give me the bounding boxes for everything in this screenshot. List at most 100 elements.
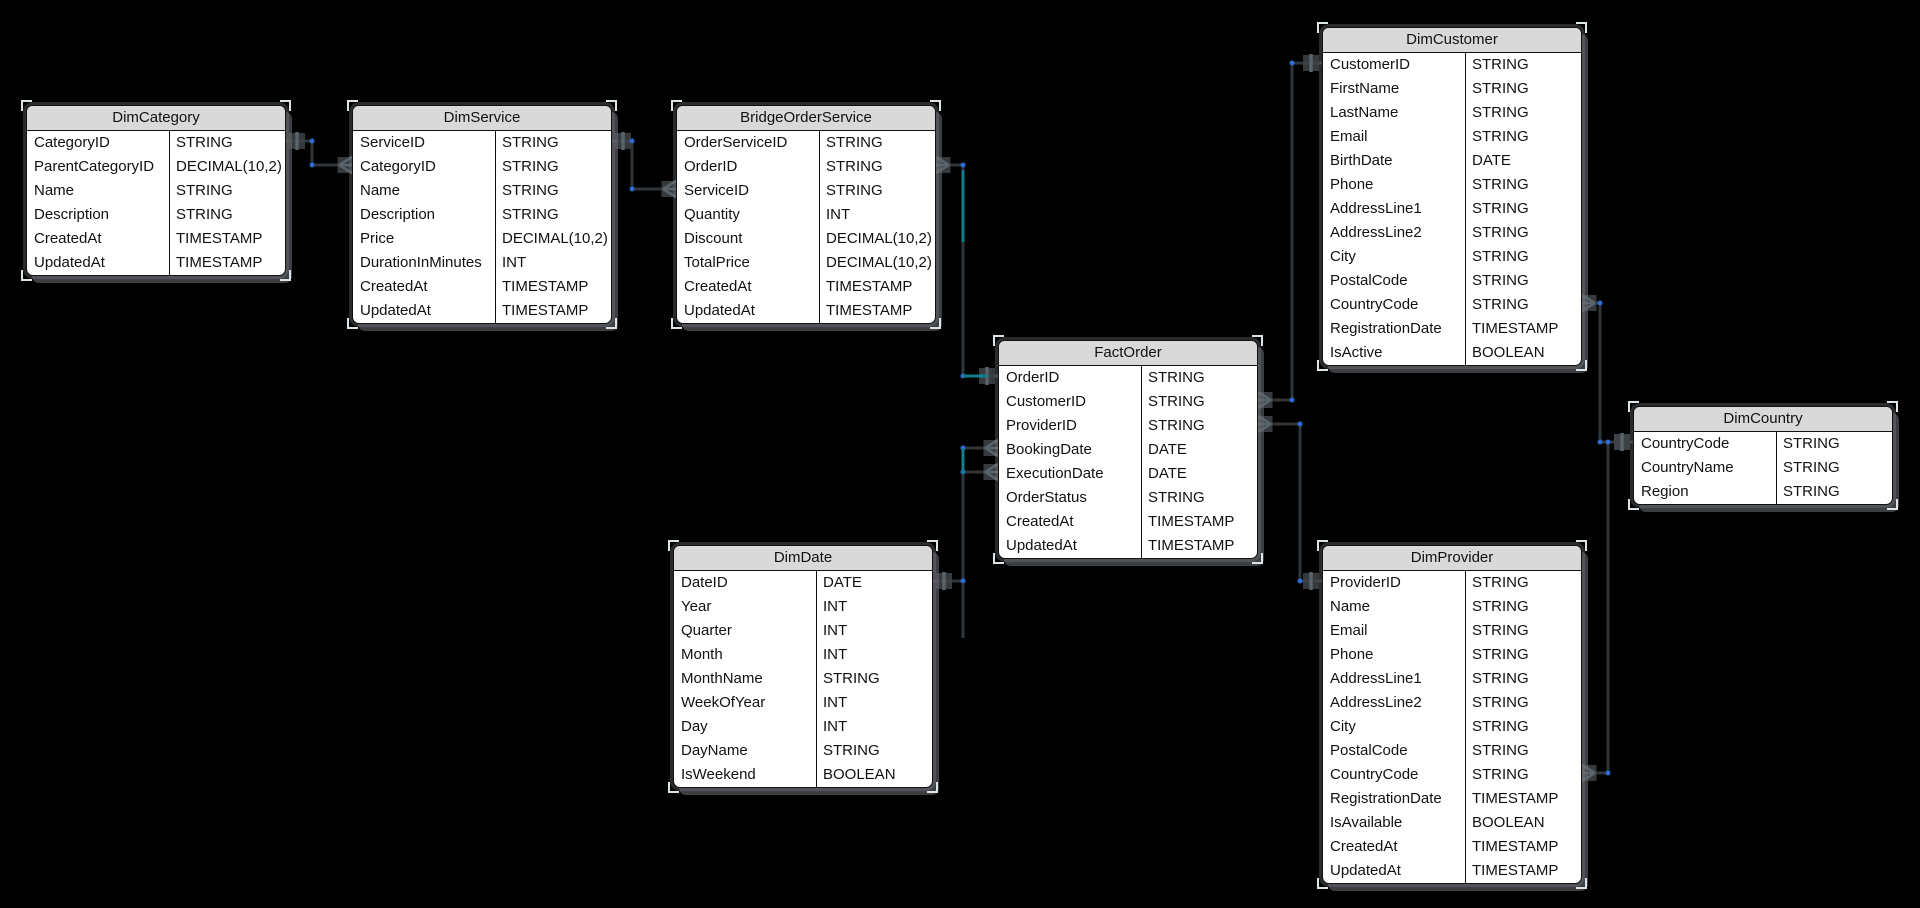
waypoint-dot (1605, 439, 1611, 445)
field-type: STRING (1465, 571, 1581, 595)
field-type: STRING (1465, 197, 1581, 221)
field-row: Quantity INT (677, 203, 935, 227)
entity-table-DimCategory[interactable]: DimCategory CategoryID STRING ParentCategor… (21, 100, 291, 281)
entity-table-FactOrder[interactable]: FactOrder OrderID STRING CustomerID STRING Pr… (993, 335, 1263, 564)
waypoint-dot (960, 162, 966, 168)
relationship-DimProvider.ProviderID--FactOrder.ProviderID[interactable] (1256, 414, 1323, 590)
waypoint-dot (1297, 421, 1303, 427)
table-title: DimProvider (1323, 546, 1581, 571)
relationship-DimDate.DateID--FactOrder.BookingDate[interactable] (933, 438, 1000, 590)
entity-table-DimProvider[interactable]: DimProvider ProviderID STRING Name STRING Ema… (1317, 540, 1587, 889)
field-name: CreatedAt (1330, 838, 1398, 855)
field-name: UpdatedAt (34, 254, 105, 271)
field-row: Price DECIMAL(10,2) (353, 227, 611, 251)
field-type: STRING (1465, 53, 1581, 77)
field-type: STRING (1141, 414, 1257, 438)
field-name: CountryCode (1330, 296, 1419, 313)
field-row: BookingDate DATE (999, 438, 1257, 462)
field-name: Year (681, 598, 712, 615)
field-type: STRING (1141, 486, 1257, 510)
field-row: UpdatedAt TIMESTAMP (677, 299, 935, 323)
field-row: City STRING (1323, 245, 1581, 269)
table-title: DimCountry (1634, 407, 1892, 432)
field-name: DateID (681, 574, 728, 591)
field-name: City (1330, 718, 1356, 735)
field-name: City (1330, 248, 1356, 265)
field-type: STRING (1465, 739, 1581, 763)
field-row: IsAvailable BOOLEAN (1323, 811, 1581, 835)
field-name: CustomerID (1006, 393, 1087, 410)
field-type: STRING (1465, 101, 1581, 125)
field-name: OrderStatus (1006, 489, 1087, 506)
field-row: Quarter INT (674, 619, 932, 643)
field-row: AddressLine2 STRING (1323, 691, 1581, 715)
field-row: CreatedAt TIMESTAMP (999, 510, 1257, 534)
entity-table-DimService[interactable]: DimService ServiceID STRING CategoryID STRIN… (347, 100, 617, 329)
field-type: STRING (1141, 390, 1257, 414)
field-row: CreatedAt TIMESTAMP (353, 275, 611, 299)
field-type: STRING (1465, 221, 1581, 245)
field-row: CreatedAt TIMESTAMP (677, 275, 935, 299)
entity-table-DimDate[interactable]: DimDate DateID DATE Year INT Quarter INT Month I… (668, 540, 938, 793)
field-name: MonthName (681, 670, 763, 687)
waypoint-dot (1289, 60, 1295, 66)
field-type: STRING (1465, 691, 1581, 715)
entity-table-BridgeOrderService[interactable]: BridgeOrderService OrderServiceID STRING Or… (671, 100, 941, 329)
field-name: DurationInMinutes (360, 254, 482, 271)
relationship-DimCustomer.CustomerID--FactOrder.CustomerID[interactable] (1256, 54, 1323, 410)
field-type: STRING (816, 667, 932, 691)
field-type: STRING (495, 203, 611, 227)
relationship-DimService.ServiceID--BridgeOrderService.ServiceID[interactable] (612, 132, 678, 199)
field-type: TIMESTAMP (169, 251, 285, 275)
field-name: OrderServiceID (684, 134, 788, 151)
field-name: UpdatedAt (1330, 862, 1401, 879)
field-type: INT (816, 643, 932, 667)
entity-table-DimCountry[interactable]: DimCountry CountryCode STRING CountryName ST… (1628, 401, 1898, 510)
crows-foot-icon (935, 155, 950, 175)
field-name: OrderID (1006, 369, 1060, 386)
field-row: AddressLine2 STRING (1323, 221, 1581, 245)
field-name: CreatedAt (1006, 513, 1074, 530)
field-type: STRING (1776, 456, 1892, 480)
field-name: ServiceID (360, 134, 426, 151)
waypoint-dot (629, 138, 635, 144)
field-type: INT (816, 619, 932, 643)
field-type: TIMESTAMP (1141, 534, 1257, 558)
field-row: OrderID STRING (677, 155, 935, 179)
crows-foot-icon (984, 438, 999, 458)
field-row: PostalCode STRING (1323, 739, 1581, 763)
field-type: TIMESTAMP (1465, 859, 1581, 883)
field-row: Phone STRING (1323, 643, 1581, 667)
crows-foot-icon (662, 179, 677, 199)
field-name: Email (1330, 622, 1368, 639)
entity-table-DimCustomer[interactable]: DimCustomer CustomerID STRING FirstName STRI… (1317, 22, 1587, 371)
field-type: DECIMAL(10,2) (819, 251, 935, 275)
field-type: BOOLEAN (816, 763, 932, 787)
field-row: ExecutionDate DATE (999, 462, 1257, 486)
field-row: BirthDate DATE (1323, 149, 1581, 173)
relationship-DimCountry.CountryCode--DimProvider.CountryCode[interactable] (1580, 433, 1634, 783)
field-row: DurationInMinutes INT (353, 251, 611, 275)
relationship-FactOrder.OrderID--BridgeOrderService.OrderID[interactable] (934, 155, 999, 385)
field-type: STRING (1465, 667, 1581, 691)
field-name: Email (1330, 128, 1368, 145)
field-row: CustomerID STRING (999, 390, 1257, 414)
field-name: ProviderID (1006, 417, 1077, 434)
table-title: DimService (353, 106, 611, 131)
field-name: RegistrationDate (1330, 790, 1442, 807)
field-name: IsAvailable (1330, 814, 1403, 831)
field-type: STRING (1776, 432, 1892, 456)
field-type: TIMESTAMP (819, 275, 935, 299)
field-type: BOOLEAN (1465, 341, 1581, 365)
field-type: STRING (495, 155, 611, 179)
crows-foot-icon (338, 155, 353, 175)
field-row: TotalPrice DECIMAL(10,2) (677, 251, 935, 275)
relationship-DimDate.DateID--FactOrder.ExecutionDate[interactable] (960, 462, 1000, 584)
field-row: OrderStatus STRING (999, 486, 1257, 510)
field-type: TIMESTAMP (495, 299, 611, 323)
field-row: IsWeekend BOOLEAN (674, 763, 932, 787)
field-name: Month (681, 646, 723, 663)
relationship-DimCategory.CategoryID--DimService.CategoryID[interactable] (286, 132, 354, 175)
field-row: Region STRING (1634, 480, 1892, 504)
relationship-DimCountry.CountryCode--DimCustomer.CountryCode[interactable] (1580, 293, 1634, 451)
